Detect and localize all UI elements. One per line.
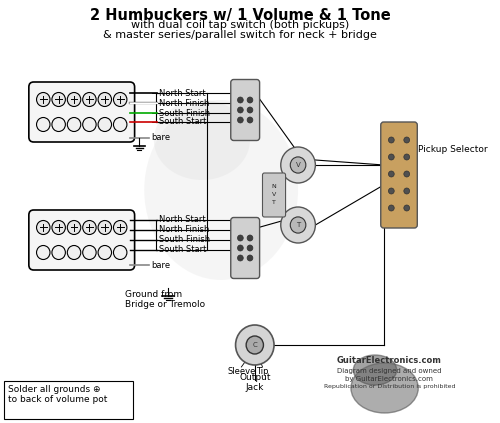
Text: bare: bare xyxy=(151,134,170,143)
Text: Ground from
Bridge or Tremolo: Ground from Bridge or Tremolo xyxy=(125,290,205,309)
Circle shape xyxy=(36,118,50,132)
Text: South Start: South Start xyxy=(158,118,206,126)
Circle shape xyxy=(247,97,253,103)
FancyBboxPatch shape xyxy=(29,210,134,270)
Circle shape xyxy=(388,137,394,143)
Circle shape xyxy=(98,93,112,107)
Text: bare: bare xyxy=(151,261,170,269)
Circle shape xyxy=(82,220,96,234)
Circle shape xyxy=(247,235,253,241)
Circle shape xyxy=(98,118,112,132)
Circle shape xyxy=(114,118,127,132)
Text: with dual coil tap switch (both pickups): with dual coil tap switch (both pickups) xyxy=(131,20,350,30)
Text: Output
Jack: Output Jack xyxy=(239,373,270,393)
Circle shape xyxy=(404,137,409,143)
Circle shape xyxy=(281,207,316,243)
Circle shape xyxy=(404,188,409,194)
Text: North Start: North Start xyxy=(158,215,206,225)
Circle shape xyxy=(68,93,81,107)
Text: by GuitarElectronics.com: by GuitarElectronics.com xyxy=(346,376,434,382)
Circle shape xyxy=(36,93,50,107)
Circle shape xyxy=(238,255,244,261)
Text: V: V xyxy=(296,162,300,168)
Circle shape xyxy=(404,205,409,211)
Circle shape xyxy=(246,336,264,354)
Circle shape xyxy=(238,97,244,103)
Circle shape xyxy=(114,93,127,107)
Text: Solder all grounds ⊕
to back of volume pot: Solder all grounds ⊕ to back of volume p… xyxy=(8,385,107,404)
Circle shape xyxy=(52,220,66,234)
Circle shape xyxy=(404,171,409,177)
FancyBboxPatch shape xyxy=(231,217,260,278)
FancyBboxPatch shape xyxy=(231,80,260,140)
Circle shape xyxy=(388,188,394,194)
Text: Pickup Selector: Pickup Selector xyxy=(418,145,488,154)
Ellipse shape xyxy=(144,100,298,280)
Text: North Finish: North Finish xyxy=(158,99,209,107)
Text: GuitarElectronics.com: GuitarElectronics.com xyxy=(337,356,442,365)
Text: Tip: Tip xyxy=(256,367,268,376)
Text: Republication or Distribution is prohibited: Republication or Distribution is prohibi… xyxy=(324,384,455,389)
Circle shape xyxy=(281,147,316,183)
Circle shape xyxy=(68,118,81,132)
Circle shape xyxy=(247,255,253,261)
Text: Diagram designed and owned: Diagram designed and owned xyxy=(337,368,442,374)
Circle shape xyxy=(388,205,394,211)
Text: North Finish: North Finish xyxy=(158,225,209,234)
Circle shape xyxy=(388,171,394,177)
Text: Sleeve: Sleeve xyxy=(227,367,256,376)
Circle shape xyxy=(238,235,244,241)
Circle shape xyxy=(247,107,253,113)
Circle shape xyxy=(98,220,112,234)
Circle shape xyxy=(388,154,394,160)
Circle shape xyxy=(238,245,244,251)
Ellipse shape xyxy=(354,355,397,385)
Text: V: V xyxy=(272,192,276,198)
Text: South Finish: South Finish xyxy=(158,236,210,244)
Text: N: N xyxy=(272,184,276,190)
Circle shape xyxy=(290,217,306,233)
FancyBboxPatch shape xyxy=(4,381,132,419)
Circle shape xyxy=(36,220,50,234)
Circle shape xyxy=(82,245,96,259)
Circle shape xyxy=(236,325,274,365)
Circle shape xyxy=(247,245,253,251)
Text: 2 Humbuckers w/ 1 Volume & 1 Tone: 2 Humbuckers w/ 1 Volume & 1 Tone xyxy=(90,8,391,23)
Circle shape xyxy=(114,220,127,234)
FancyBboxPatch shape xyxy=(29,82,134,142)
Circle shape xyxy=(68,245,81,259)
Ellipse shape xyxy=(154,100,250,180)
Circle shape xyxy=(404,154,409,160)
Circle shape xyxy=(247,117,253,123)
FancyBboxPatch shape xyxy=(262,173,285,217)
Circle shape xyxy=(52,245,66,259)
Circle shape xyxy=(36,245,50,259)
Circle shape xyxy=(52,118,66,132)
FancyBboxPatch shape xyxy=(381,122,418,228)
Circle shape xyxy=(82,93,96,107)
Circle shape xyxy=(238,117,244,123)
Circle shape xyxy=(82,118,96,132)
Text: T: T xyxy=(296,222,300,228)
Circle shape xyxy=(238,107,244,113)
Text: South Finish: South Finish xyxy=(158,109,210,118)
Text: T: T xyxy=(272,201,276,206)
Text: North Start: North Start xyxy=(158,88,206,97)
Circle shape xyxy=(290,157,306,173)
Circle shape xyxy=(68,220,81,234)
Circle shape xyxy=(98,245,112,259)
Text: & master series/parallel switch for neck + bridge: & master series/parallel switch for neck… xyxy=(104,30,378,40)
Circle shape xyxy=(52,93,66,107)
Ellipse shape xyxy=(351,363,418,413)
Circle shape xyxy=(114,245,127,259)
Text: C: C xyxy=(252,342,257,348)
Text: South Start: South Start xyxy=(158,245,206,255)
